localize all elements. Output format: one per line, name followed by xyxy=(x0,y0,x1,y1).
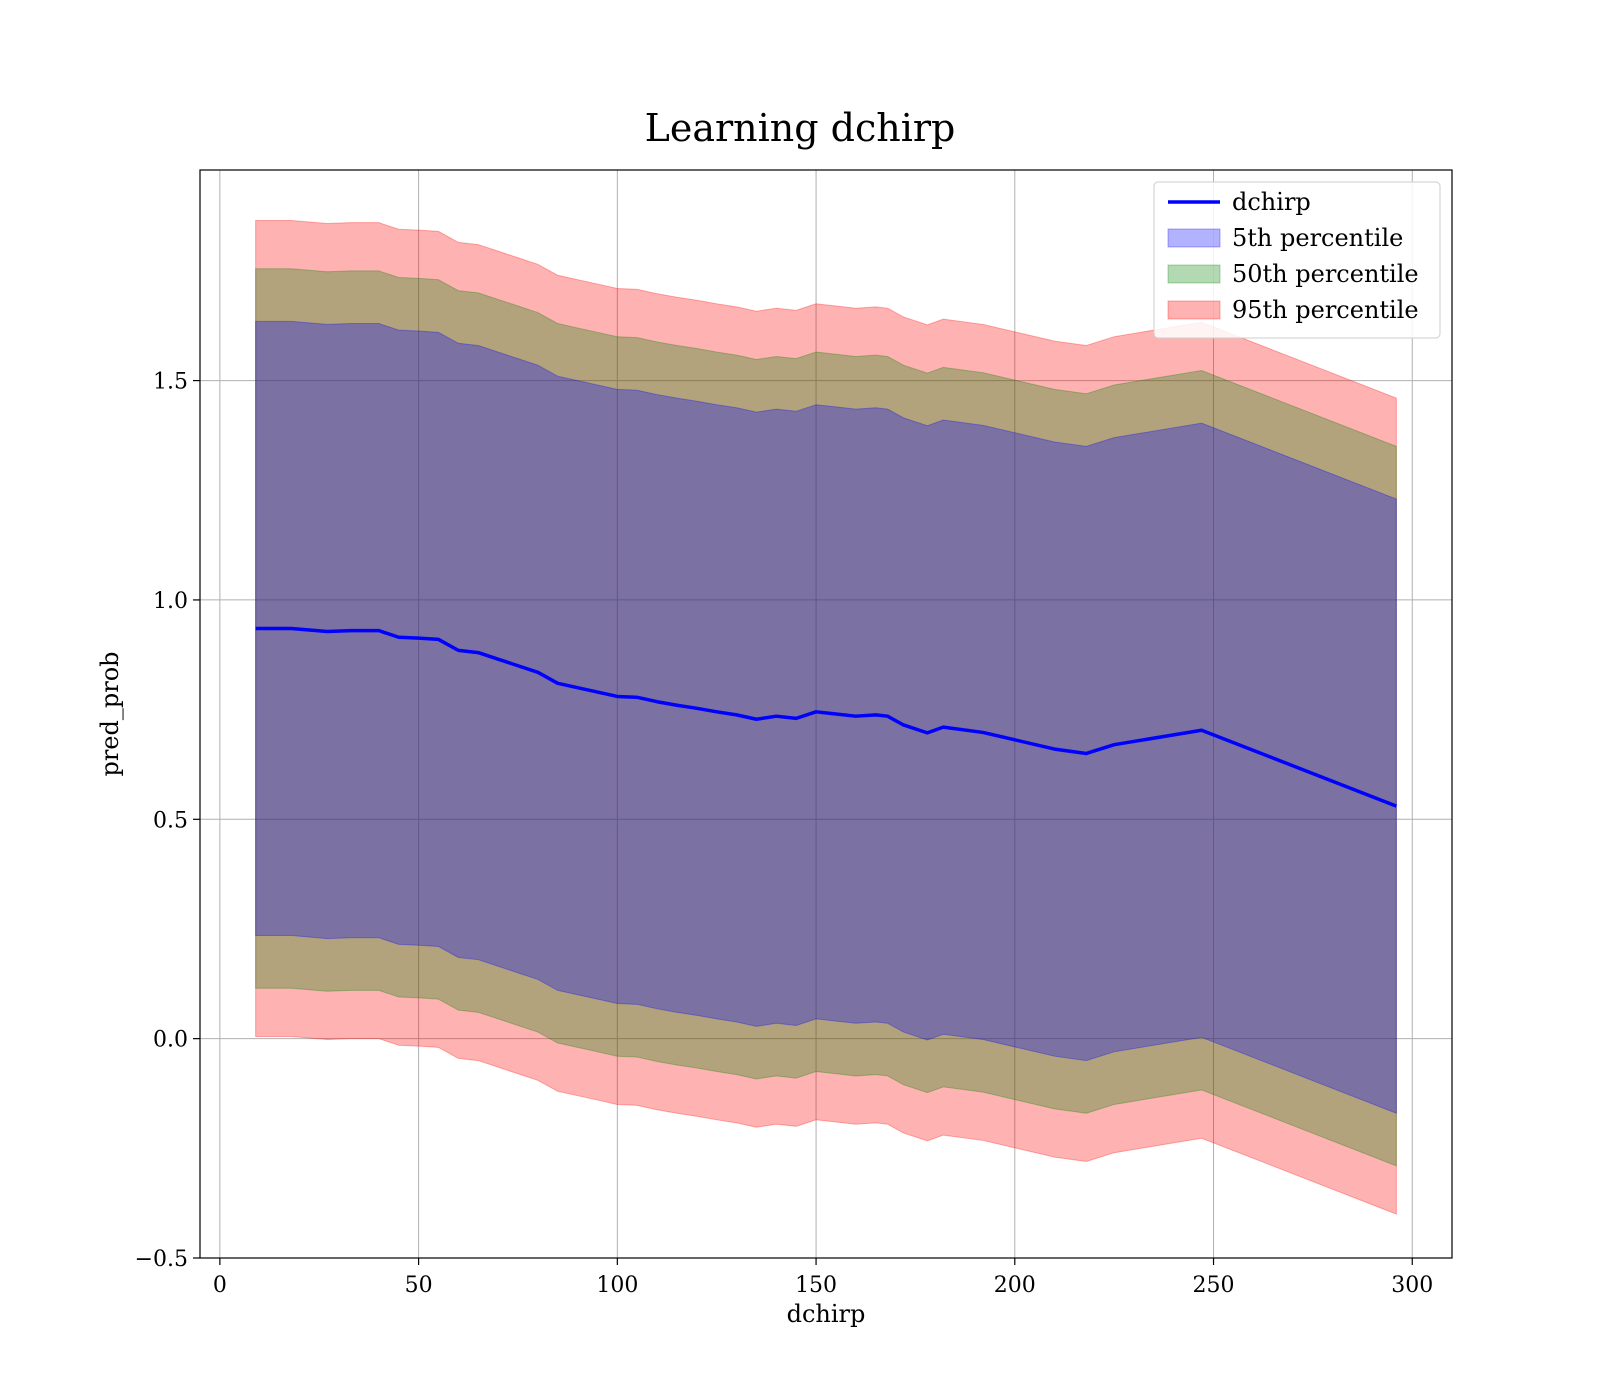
y-axis-title: pred_prob xyxy=(96,651,124,776)
legend-label: 95th percentile xyxy=(1232,296,1419,324)
y-tick-label: 0.5 xyxy=(153,808,188,833)
y-tick-label: 1.5 xyxy=(153,370,188,395)
percentile-bands xyxy=(255,219,1397,1215)
x-tick-label: 150 xyxy=(795,1273,837,1298)
legend-items: dchirp 5th percentile 50th percentile 95th … xyxy=(1167,188,1419,324)
legend-label: 5th percentile xyxy=(1232,224,1403,252)
y-tick-label: −0.5 xyxy=(135,1247,188,1272)
legend-box xyxy=(1153,181,1441,339)
x-tick-label: 200 xyxy=(994,1273,1036,1298)
band-95th-percentile xyxy=(255,219,1397,1215)
series-line-dchirp xyxy=(255,626,1397,808)
x-tick-label: 100 xyxy=(596,1273,638,1298)
x-tick-label: 50 xyxy=(405,1273,433,1298)
legend-swatch-band xyxy=(1167,228,1221,248)
band-5th-percentile xyxy=(255,320,1397,1114)
x-tick-label: 300 xyxy=(1391,1273,1433,1298)
x-tick-label: 250 xyxy=(1193,1273,1235,1298)
series-lines xyxy=(255,626,1397,808)
legend-swatch-band xyxy=(1167,264,1221,284)
x-axis-title: dchirp xyxy=(787,1300,866,1328)
x-tick-label: 0 xyxy=(213,1273,227,1298)
y-tick-label: 0.0 xyxy=(153,1028,188,1053)
plot-frame xyxy=(199,169,1453,1259)
y-tick-label: 1.0 xyxy=(153,589,188,614)
legend-label: 50th percentile xyxy=(1232,260,1419,288)
legend-swatch-band xyxy=(1167,300,1221,320)
band-50th-percentile xyxy=(255,268,1397,1167)
legend: dchirp 5th percentile 50th percentile 95th … xyxy=(1153,181,1441,339)
legend-label: dchirp xyxy=(1232,188,1311,216)
axis-ticks: 0 50 100 150 200 250 300 −0.5 0.0 0.5 1.0 1.5 xyxy=(135,370,1434,1298)
chart-title: Learning dchirp xyxy=(645,106,956,150)
